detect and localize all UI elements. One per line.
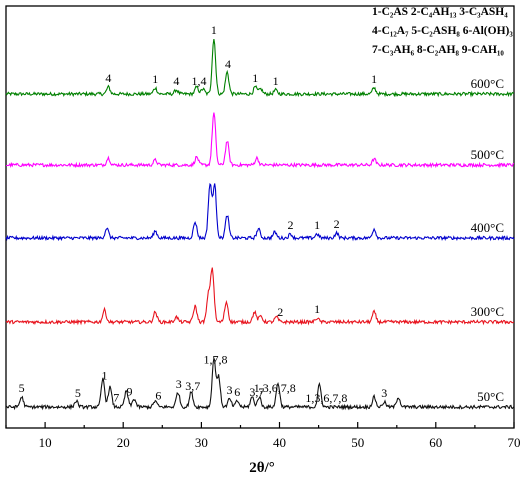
peak-label-4-7: 3,7 (185, 379, 200, 393)
legend-line-1: 1-C₂AS 2-C₄AH₁₃ 3-C₃ASH₄ (372, 6, 508, 18)
series-name-3: 300°C (471, 304, 504, 319)
peak-label-4-5: 6 (155, 389, 161, 403)
peak-label-0-5: 4 (225, 57, 231, 71)
peak-label-0-8: 1 (371, 72, 377, 86)
peak-label-2-1: 1 (314, 218, 320, 232)
legend-line-2: 4-C₁₂A₇ 5-C₂ASH₈ 6-Al(OH)₃ (372, 25, 513, 37)
series-name-2: 400°C (471, 220, 504, 235)
series-name-4: 50°C (477, 389, 504, 404)
series-line-3 (5, 267, 515, 326)
x-tick-label-3: 40 (273, 435, 286, 450)
peak-label-0-3: 1,4 (192, 74, 207, 88)
series-name-0: 600°C (471, 76, 504, 91)
series-line-1 (5, 112, 515, 169)
x-tick-label-2: 30 (195, 435, 208, 450)
peak-label-0-6: 1 (252, 71, 258, 85)
peak-label-4-6: 3 (176, 377, 182, 391)
peak-label-4-10: 6 (234, 385, 240, 399)
peak-label-2-0: 2 (288, 218, 294, 232)
series-name-1: 500°C (471, 147, 504, 162)
peak-label-4-4: 9 (127, 384, 133, 398)
series-line-4 (5, 356, 515, 411)
peak-label-4-13: 1,3,6,7,8 (305, 391, 347, 405)
peak-label-3-0: 2 (277, 305, 283, 319)
x-axis-label: 2θ/° (249, 460, 275, 476)
peak-label-4-12: 1,3,6,7,8 (254, 381, 296, 395)
x-tick-label-1: 20 (117, 435, 130, 450)
x-tick-label-0: 10 (39, 435, 52, 450)
x-axis: 10 20 30 40 50 60 70 (5, 422, 521, 450)
peak-label-0-4: 1 (211, 23, 217, 37)
x-tick-label-5: 60 (429, 435, 442, 450)
peak-label-4-9: 3 (227, 383, 233, 397)
legend-line-3: 7-C₃AH₆ 8-C₂AH₈ 9-CAH₁₀ (372, 44, 504, 56)
peak-label-4-14: 3 (381, 386, 387, 400)
peak-label-0-2: 4 (173, 74, 179, 88)
peak-label-0-1: 1 (152, 72, 158, 86)
peak-label-4-3: 7 (113, 390, 119, 404)
peak-label-0-0: 4 (105, 71, 111, 85)
peak-label-4-8: 1,7,8 (204, 353, 228, 367)
peak-label-2-2: 2 (334, 217, 340, 231)
series-line-0 (5, 39, 514, 98)
x-tick-label-6: 70 (508, 435, 521, 450)
peak-label-3-1: 1 (314, 302, 320, 316)
peak-label-4-11: 3,7 (249, 385, 264, 399)
series-layer (5, 39, 515, 411)
series-name-layer: 600°C 500°C 400°C 300°C 50°C (471, 76, 504, 404)
plot-frame (5, 5, 515, 429)
peak-label-0-7: 1 (273, 74, 279, 88)
peak-label-4-0: 5 (19, 381, 25, 395)
peak-label-4-1: 5 (75, 386, 81, 400)
x-tick-label-4: 50 (351, 435, 364, 450)
peak-label-4-2: 1 (102, 369, 108, 383)
series-line-2 (5, 182, 515, 242)
